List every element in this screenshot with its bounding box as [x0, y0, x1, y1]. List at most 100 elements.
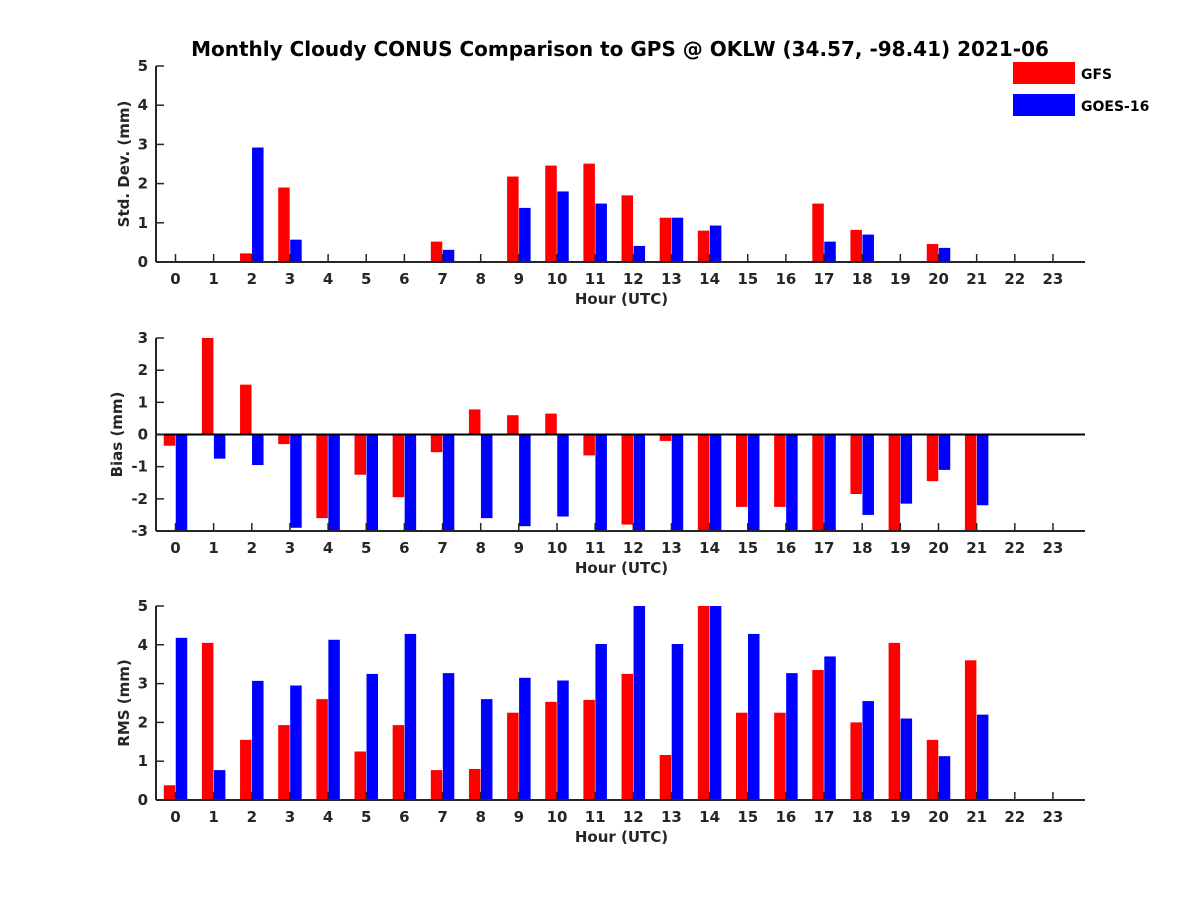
chart-title: Monthly Cloudy CONUS Comparison to GPS @…: [191, 37, 1049, 61]
bar-gfs-hour-20: [926, 243, 939, 262]
bar-gfs-hour-6: [392, 725, 405, 800]
bar-goes16-hour-11: [595, 434, 607, 531]
bar-gfs-hour-13: [659, 217, 672, 262]
bar-goes16-hour-9: [519, 207, 531, 262]
x-tick-label: 9: [514, 270, 524, 288]
x-tick-label: 19: [890, 270, 911, 288]
x-tick-label: 0: [170, 808, 180, 826]
x-tick-label: 23: [1043, 808, 1064, 826]
bar-gfs-hour-16: [774, 434, 786, 507]
x-tick-label: 10: [547, 270, 568, 288]
bar-gfs-hour-17: [812, 670, 824, 800]
legend-label-gfs: GFS: [1081, 67, 1112, 83]
y-tick-label: 1: [138, 214, 148, 232]
bar-gfs-hour-7: [430, 434, 443, 453]
x-tick-label: 14: [699, 270, 720, 288]
bar-gfs-hour-19: [888, 434, 901, 531]
bar-gfs-hour-12: [621, 673, 634, 800]
y-tick-label: 1: [138, 752, 148, 770]
x-tick-label: 5: [361, 270, 371, 288]
x-tick-label: 14: [699, 808, 720, 826]
bar-gfs-hour-3: [278, 725, 290, 800]
bar-goes16-hour-4: [328, 434, 340, 531]
bar-gfs-hour-13: [659, 754, 672, 800]
x-tick-label: 3: [285, 808, 295, 826]
bar-gfs-hour-18: [850, 722, 862, 800]
x-tick-label: 16: [775, 808, 796, 826]
x-tick-label: 13: [661, 270, 682, 288]
bar-goes16-hour-20: [938, 247, 951, 262]
bar-goes16-hour-13: [671, 217, 684, 262]
y-tick-label: 4: [138, 636, 148, 654]
y-axis-label: RMS (mm): [115, 659, 133, 746]
x-tick-label: 5: [361, 808, 371, 826]
x-tick-label: 12: [623, 539, 644, 557]
bar-goes16-hour-9: [519, 434, 531, 527]
x-tick-label: 2: [247, 539, 257, 557]
bar-gfs-hour-3: [278, 434, 290, 445]
bar-goes16-hour-13: [671, 644, 684, 800]
bar-goes16-hour-7: [442, 249, 455, 262]
bar-gfs-hour-18: [850, 229, 862, 262]
bar-gfs-hour-5: [354, 434, 366, 475]
y-tick-label: 4: [138, 96, 148, 114]
bar-goes16-hour-0: [175, 637, 188, 800]
bar-goes16-hour-12: [633, 606, 646, 800]
bar-gfs-hour-0: [163, 434, 176, 446]
x-tick-label: 22: [1004, 539, 1025, 557]
bar-goes16-hour-4: [328, 639, 340, 800]
bar-gfs-hour-11: [583, 699, 595, 800]
y-tick-label: 3: [138, 329, 148, 347]
x-tick-label: 6: [399, 808, 409, 826]
x-tick-label: 1: [208, 808, 218, 826]
bar-goes16-hour-2: [252, 434, 264, 466]
x-tick-label: 17: [814, 808, 835, 826]
x-tick-label: 20: [928, 808, 949, 826]
bar-gfs-hour-2: [240, 253, 252, 262]
bar-goes16-hour-1: [213, 434, 226, 459]
legend-label-goes16: GOES-16: [1081, 99, 1149, 115]
bar-gfs-hour-14: [697, 434, 710, 531]
legend: GFS GOES-16: [1013, 62, 1149, 116]
x-tick-label: 7: [437, 539, 447, 557]
y-tick-label: 2: [138, 175, 148, 193]
bar-gfs-hour-4: [316, 434, 328, 519]
bar-goes16-hour-17: [824, 241, 836, 262]
y-tick-label: 1: [138, 393, 148, 411]
bar-gfs-hour-21: [964, 660, 977, 800]
bar-gfs-hour-10: [545, 165, 557, 262]
y-tick-label: 5: [138, 57, 148, 75]
x-tick-label: 6: [399, 539, 409, 557]
bar-gfs-hour-14: [697, 230, 710, 262]
x-tick-label: 0: [170, 539, 180, 557]
bar-goes16-hour-21: [976, 714, 989, 800]
y-tick-label: 3: [138, 675, 148, 693]
bar-gfs-hour-17: [812, 203, 824, 262]
x-tick-label: 14: [699, 539, 720, 557]
legend-swatch-gfs: [1013, 62, 1075, 84]
x-tick-label: 10: [547, 808, 568, 826]
y-tick-label: 3: [138, 135, 148, 153]
x-tick-label: 9: [514, 808, 524, 826]
x-tick-label: 21: [966, 808, 987, 826]
bar-goes16-hour-9: [519, 677, 531, 800]
bar-gfs-hour-1: [201, 338, 214, 435]
bar-gfs-hour-11: [583, 163, 595, 262]
x-tick-label: 12: [623, 270, 644, 288]
x-tick-label: 11: [585, 539, 606, 557]
x-tick-label: 21: [966, 270, 987, 288]
bar-gfs-hour-20: [926, 739, 939, 800]
x-axis-label: Hour (UTC): [575, 290, 668, 308]
x-tick-label: 3: [285, 270, 295, 288]
x-tick-label: 20: [928, 270, 949, 288]
y-tick-label: 5: [138, 597, 148, 615]
y-tick-label: -1: [131, 458, 148, 476]
x-axis-label: Hour (UTC): [575, 559, 668, 577]
x-tick-label: 17: [814, 270, 835, 288]
bar-goes16-hour-15: [748, 633, 760, 800]
bar-gfs-hour-8: [468, 409, 481, 435]
bar-goes16-hour-19: [900, 434, 913, 504]
